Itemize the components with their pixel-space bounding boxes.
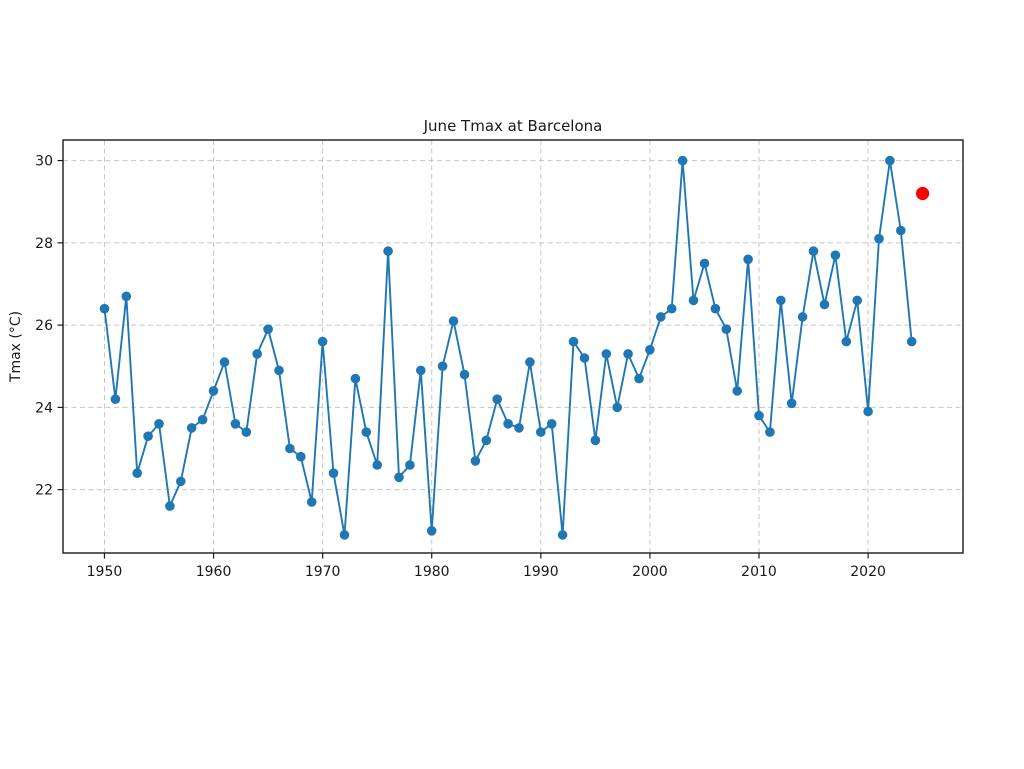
data-point-marker: [165, 501, 175, 511]
y-tick-label: 30: [35, 154, 53, 170]
plot-border: [62, 139, 964, 554]
x-tick-label: 2010: [741, 564, 777, 580]
data-point-marker: [154, 419, 164, 429]
data-point-marker: [99, 303, 110, 314]
data-point-marker: [601, 349, 612, 359]
x-tick-label: 1990: [523, 564, 559, 580]
data-point-marker: [514, 423, 524, 433]
data-point-marker: [176, 476, 186, 487]
data-point-marker: [405, 460, 415, 470]
data-point-marker: [252, 349, 262, 359]
data-point-marker: [536, 427, 546, 437]
y-tick-label: 28: [35, 236, 53, 252]
data-point-marker: [786, 398, 797, 409]
chart-title: June Tmax at Barcelona: [423, 117, 603, 135]
data-point-marker: [416, 365, 426, 376]
data-point-marker: [492, 394, 503, 405]
data-point-marker: [634, 373, 644, 384]
data-point-marker: [677, 155, 688, 166]
data-point-marker: [557, 530, 568, 540]
data-series-line: [103, 159, 913, 536]
data-point-marker: [743, 254, 753, 265]
data-point-marker: [699, 258, 710, 269]
data-point-marker: [874, 233, 884, 244]
data-point-marker: [339, 530, 350, 540]
data-point-marker: [765, 427, 775, 437]
data-point-marker: [361, 427, 372, 437]
data-point-marker: [797, 312, 808, 322]
data-point-marker: [590, 435, 601, 446]
data-point-marker: [208, 386, 219, 396]
data-point-marker: [328, 468, 339, 479]
data-point-marker: [372, 460, 383, 470]
data-point-marker: [808, 246, 819, 256]
data-point-marker: [885, 155, 895, 166]
data-point-marker: [230, 419, 241, 429]
highlight-point-marker: [916, 186, 930, 201]
data-point-marker: [448, 316, 459, 326]
data-point-marker: [656, 312, 666, 322]
data-point-marker: [623, 349, 633, 359]
data-point-marker: [186, 423, 197, 433]
x-tick-label: 1960: [196, 564, 232, 580]
data-point-marker: [459, 369, 470, 380]
data-point-marker: [612, 402, 622, 413]
data-point-marker: [350, 373, 361, 384]
data-point-marker: [721, 324, 732, 335]
data-point-marker: [132, 468, 142, 479]
plot-area: 1950 1960 1970 1980 1990 2000 2010 2020 22 24 26 28…: [35, 139, 964, 580]
data-point-marker: [470, 456, 481, 466]
data-point-marker: [241, 427, 252, 437]
data-point-marker: [546, 419, 557, 429]
data-point-marker: [306, 497, 317, 507]
y-tick-label: 24: [35, 400, 53, 416]
data-point-marker: [568, 336, 579, 347]
data-point-marker: [121, 291, 132, 302]
data-point-marker: [263, 324, 273, 335]
data-point-marker: [317, 336, 328, 347]
x-tick-label: 1970: [305, 564, 341, 580]
data-point-marker: [710, 303, 721, 314]
data-point-marker: [688, 295, 699, 306]
data-point-marker: [197, 414, 208, 425]
data-point-marker: [274, 365, 284, 376]
data-point-marker: [852, 295, 862, 306]
data-point-marker: [481, 435, 492, 446]
data-point-marker: [645, 345, 655, 355]
y-tick-label: 26: [35, 318, 53, 334]
data-point-marker: [863, 406, 873, 417]
data-point-marker: [906, 336, 917, 347]
x-tick-label: 2020: [850, 564, 886, 580]
data-point-marker: [830, 250, 841, 260]
data-point-marker: [285, 443, 295, 454]
data-point-marker: [732, 386, 742, 396]
data-point-marker: [841, 336, 852, 347]
y-tick-label: 22: [35, 483, 53, 499]
data-point-marker: [383, 246, 393, 256]
data-point-marker: [296, 451, 306, 462]
data-point-marker: [896, 225, 906, 236]
data-point-marker: [503, 419, 513, 429]
data-point-marker: [776, 295, 786, 306]
data-point-marker: [754, 410, 764, 421]
data-point-marker: [525, 357, 535, 367]
data-point-marker: [110, 394, 121, 405]
x-tick-label: 2000: [632, 564, 668, 580]
y-axis-label: Tmax (°C): [8, 311, 24, 383]
x-tick-label: 1950: [87, 564, 123, 580]
data-point-marker: [579, 353, 590, 363]
data-point-marker: [819, 299, 830, 310]
data-point-marker: [437, 361, 448, 372]
data-point-marker: [394, 472, 404, 483]
data-point-marker: [219, 357, 230, 367]
data-point-marker: [426, 526, 437, 536]
data-point-marker: [666, 303, 677, 314]
data-point-marker: [143, 431, 153, 442]
x-tick-label: 1980: [414, 564, 450, 580]
